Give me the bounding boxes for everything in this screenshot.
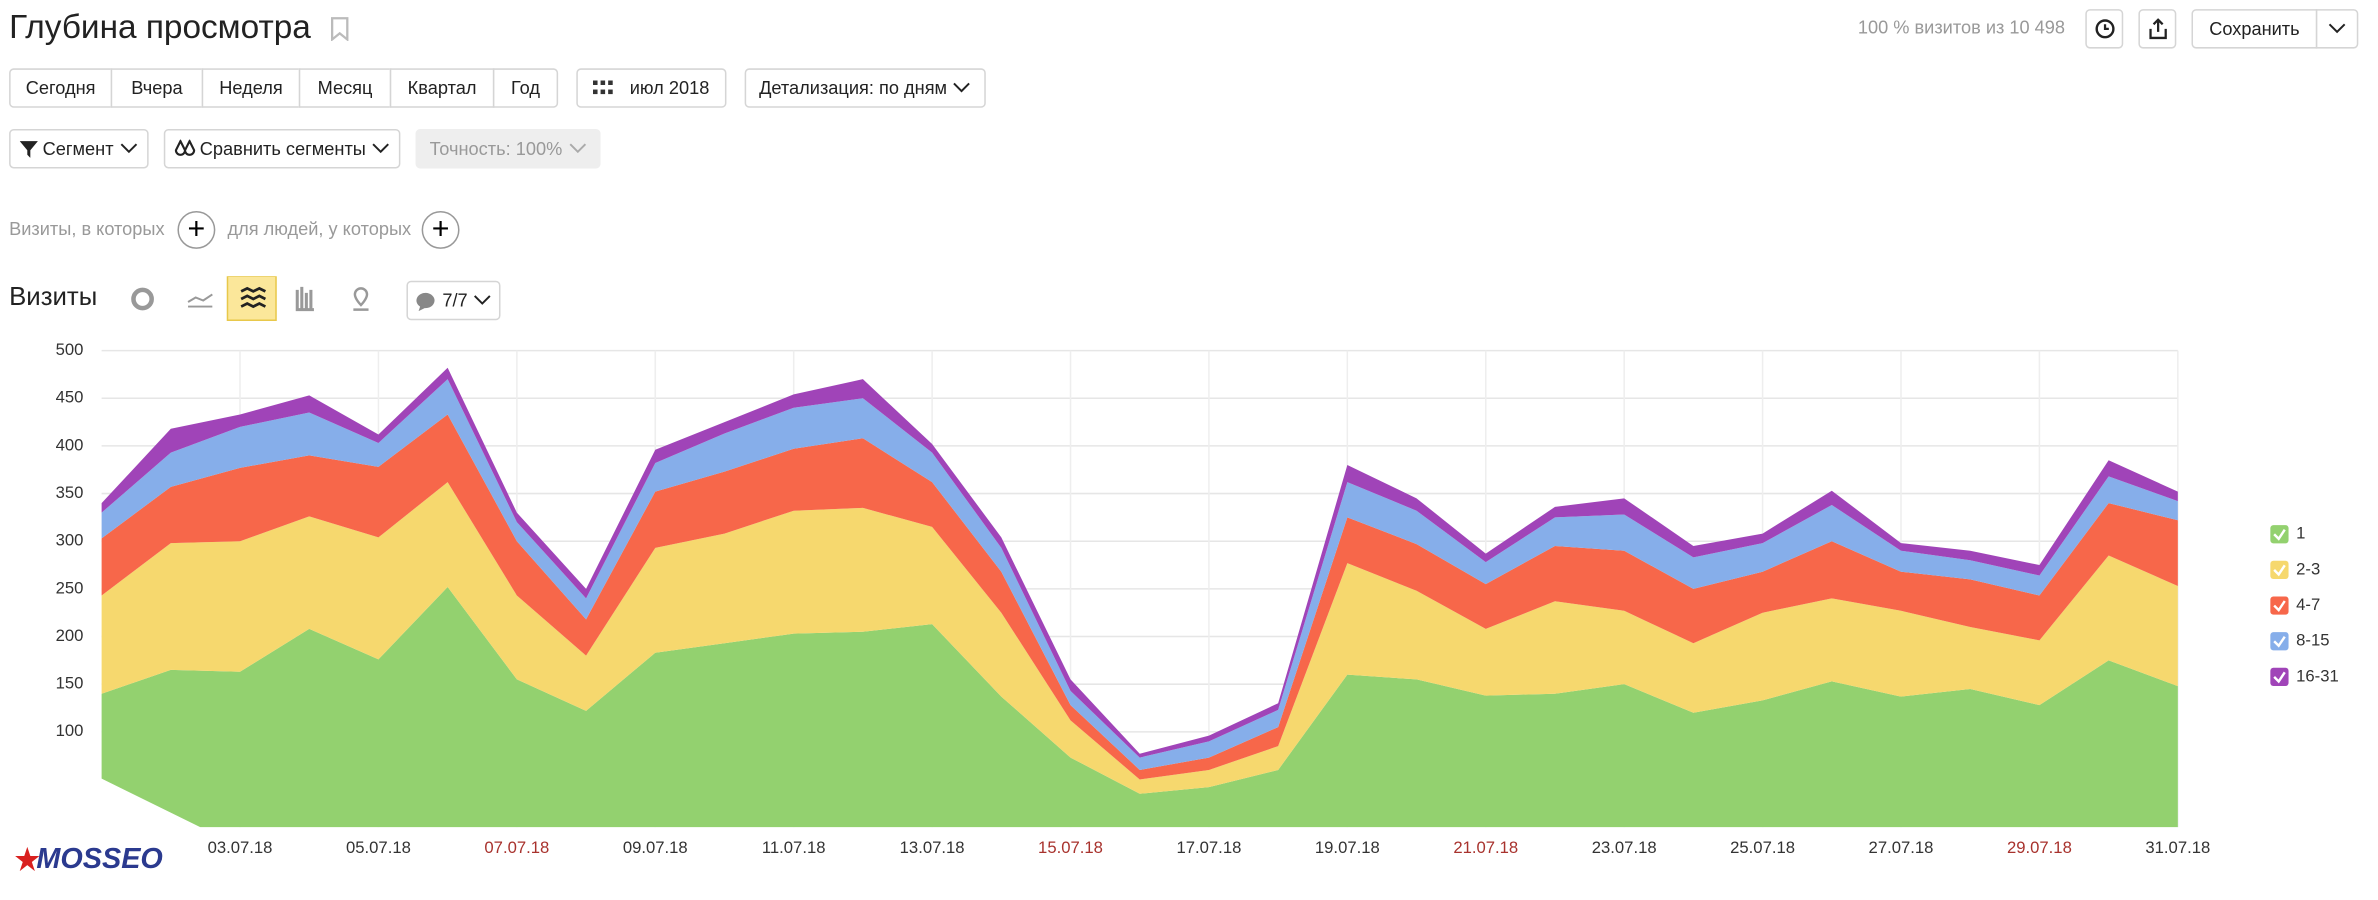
save-menu[interactable]	[2315, 9, 2359, 49]
x-tick-label: 19.07.18	[1315, 838, 1380, 857]
legend-checkbox	[2270, 632, 2289, 651]
y-tick-label: 500	[56, 340, 84, 359]
legend-check	[2273, 529, 2286, 541]
x-tick-label: 09.07.18	[623, 838, 688, 857]
save-button[interactable]: Сохранить	[2191, 9, 2318, 49]
area	[101, 482, 2178, 794]
area	[101, 586, 2178, 828]
period-button[interactable]: Сегодня	[9, 68, 113, 108]
legend-item[interactable]: 4-7	[2270, 595, 2320, 615]
watermark-text: MOSSEO	[36, 843, 162, 875]
bookmark-icon[interactable]	[330, 17, 349, 41]
legend-label: 2-3	[2296, 559, 2320, 578]
annotations: 7/7	[442, 289, 468, 312]
legend-label: 8-15	[2296, 631, 2329, 650]
chart: 100 150 200 250 300 350 400 450 500 03.07.18 05.07…	[56, 340, 2339, 857]
legend-checkbox	[2270, 596, 2289, 615]
legend-label: 1	[2296, 524, 2305, 543]
compare-button[interactable]: Сравнить сегменты	[163, 129, 401, 169]
chart-type-icons[interactable]	[127, 276, 385, 322]
legend-check	[2273, 636, 2286, 648]
history-button[interactable]	[2085, 9, 2124, 49]
area	[101, 414, 2178, 780]
accuracy: Точность: 100%	[429, 138, 563, 160]
sampling: 100 % визитов из 10 498	[1857, 16, 2066, 38]
period-button[interactable]: Год	[492, 68, 559, 108]
legend-checkbox	[2270, 667, 2289, 687]
compare: Сравнить сегменты	[199, 138, 366, 160]
accuracy-button[interactable]: Точность: 100%	[415, 129, 601, 169]
segment-button[interactable]: Сегмент	[9, 129, 149, 169]
add-filter[interactable]: +	[421, 210, 460, 249]
title: Глубина просмотра	[9, 7, 311, 46]
month-button[interactable]: июл 2018	[576, 68, 727, 108]
legend-item[interactable]: 8-15	[2270, 631, 2329, 651]
period-button[interactable]: Неделя	[201, 68, 301, 108]
export-button[interactable]	[2138, 9, 2177, 49]
x-tick-label: 27.07.18	[1869, 838, 1934, 857]
y-tick-label: 300	[56, 531, 84, 550]
detail: Детализация: по дням	[759, 77, 948, 99]
metric: Визиты	[9, 282, 98, 312]
y-tick-label: 200	[56, 626, 84, 645]
x-tick-label: 17.07.18	[1176, 838, 1241, 857]
segment: Сегмент	[42, 138, 114, 160]
x-tick-label: 25.07.18	[1730, 838, 1795, 857]
x-tick-label: 11.07.18	[762, 838, 826, 857]
period-button[interactable]: Квартал	[389, 68, 495, 108]
month: июл 2018	[629, 77, 710, 99]
y-tick-label: 450	[56, 388, 84, 407]
y-tick-label: 350	[56, 483, 84, 502]
legend-label: 4-7	[2296, 595, 2320, 614]
filter-people: для людей, у которых	[227, 218, 412, 240]
legend-check	[2273, 600, 2286, 613]
y-tick-label: 400	[56, 435, 84, 454]
period-button[interactable]: Вчера	[110, 68, 204, 108]
annotations-button[interactable]: 7/7	[406, 280, 501, 321]
legend-check	[2273, 671, 2286, 684]
y-tick-label: 100	[56, 721, 84, 740]
watermark: MOSSEO	[0, 728, 201, 900]
legend-checkbox	[2270, 525, 2289, 544]
area	[101, 379, 2178, 770]
y-tick-label: 250	[56, 578, 84, 597]
legend-check	[2273, 564, 2286, 577]
legend-item[interactable]: 1	[2270, 524, 2305, 544]
x-tick-label: 23.07.18	[1592, 838, 1657, 857]
legend-item[interactable]: 16-31	[2270, 666, 2339, 687]
period-button[interactable]: Месяц	[298, 68, 392, 108]
legend-item[interactable]: 2-3	[2270, 559, 2320, 580]
detail-button[interactable]: Детализация: по дням	[744, 68, 986, 108]
legend-label: 16-31	[2296, 666, 2339, 685]
legend-checkbox	[2270, 560, 2289, 580]
x-tick-label: 03.07.18	[208, 838, 273, 857]
add-filter[interactable]: +	[177, 210, 216, 249]
y-tick-label: 150	[56, 674, 84, 693]
filter-visits: Визиты, в которых	[9, 218, 165, 240]
x-tick-label: 13.07.18	[900, 838, 965, 857]
x-tick-label: 15.07.18	[1038, 838, 1103, 857]
x-tick-label: 07.07.18	[484, 838, 549, 857]
x-tick-label: 05.07.18	[346, 838, 411, 857]
x-tick-label: 21.07.18	[1453, 838, 1518, 857]
area	[101, 367, 2178, 758]
x-tick-label: 29.07.18	[2007, 838, 2072, 857]
x-tick-label: 31.07.18	[2145, 838, 2210, 857]
